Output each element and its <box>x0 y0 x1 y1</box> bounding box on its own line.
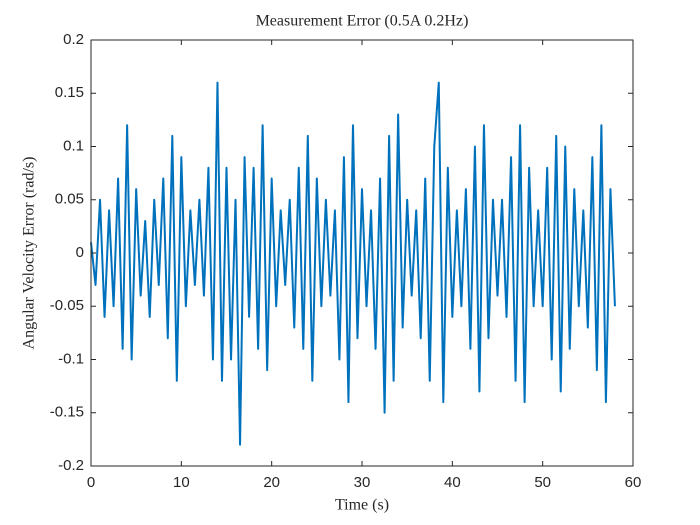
data-line <box>90 81 616 446</box>
x-tick-label: 60 <box>625 474 642 491</box>
y-tick-label: 0.1 <box>63 137 84 154</box>
y-tick-label: 0 <box>76 244 84 261</box>
chart-title: Measurement Error (0.5A 0.2Hz) <box>256 13 469 30</box>
y-tick-label: -0.2 <box>58 457 84 474</box>
y-axis-label: Angular Velocity Error (rad/s) <box>21 157 38 350</box>
x-axis-label: Time (s) <box>335 497 389 514</box>
y-tick-label: -0.15 <box>50 404 84 421</box>
y-tick-label: 0.05 <box>55 191 84 208</box>
x-tick-label: 20 <box>263 474 280 491</box>
x-tick-label: 50 <box>534 474 551 491</box>
x-tick-label: 0 <box>87 474 95 491</box>
y-tick-label: -0.1 <box>58 350 84 367</box>
y-tick-label: 0.2 <box>63 31 84 48</box>
x-tick-label: 30 <box>354 474 371 491</box>
x-tick-label: 40 <box>444 474 461 491</box>
y-tick-label: -0.05 <box>50 297 84 314</box>
x-tick-label: 10 <box>173 474 190 491</box>
y-tick-label: 0.15 <box>55 84 84 101</box>
